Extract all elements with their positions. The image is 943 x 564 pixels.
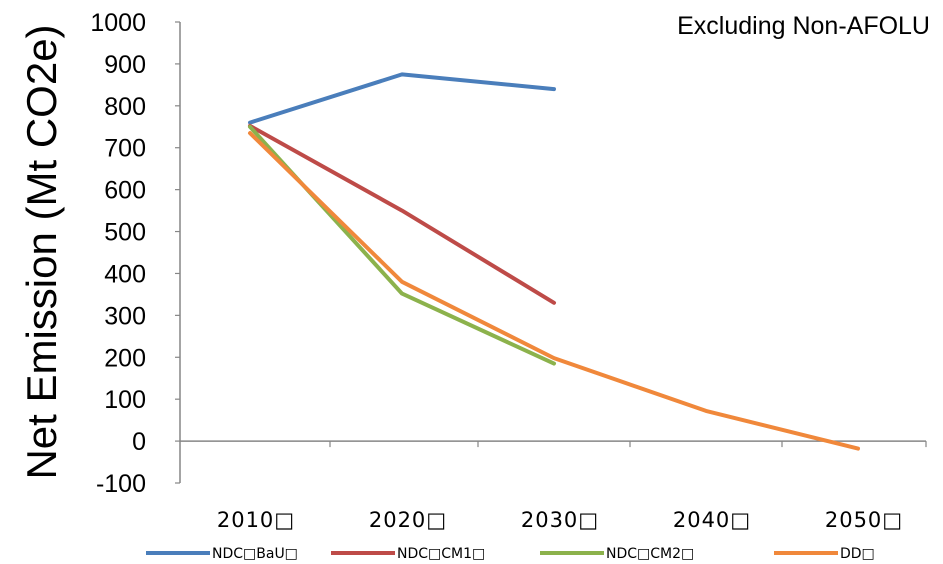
series-line-1: [248, 72, 556, 125]
legend-label: NDC□CM2□: [606, 546, 694, 562]
y-axis-title: Net Emission (Mt CO2e): [18, 24, 65, 479]
legend: NDC□BaU□ NDC□CM1□ NDC□CM2□ DD□: [146, 546, 875, 562]
y-tick-label: 0: [132, 428, 146, 456]
y-tick-label: -100: [96, 470, 146, 498]
legend-label: DD□: [840, 546, 875, 562]
legend-label: NDC□BaU□: [212, 546, 298, 562]
y-tick-label: 600: [104, 177, 146, 205]
series-lines: [248, 72, 860, 451]
chart-annotation: Excluding Non-AFOLU: [677, 12, 930, 40]
y-tick-label: 700: [104, 135, 146, 163]
y-tick-label: 1000: [90, 9, 146, 37]
y-tick-labels: -100 0 100 200 300 400 500 600 700 800 900 1000: [90, 9, 146, 498]
x-tick-label: 2020□: [369, 508, 447, 532]
x-tick-label: 2030□: [521, 508, 599, 532]
x-tick-label: 2050□: [825, 508, 903, 532]
y-tick-label: 500: [104, 219, 146, 247]
series-line-3: [248, 124, 556, 366]
x-tick-labels: 2010□ 2020□ 2030□ 2040□ 2050□: [217, 508, 903, 532]
legend-label: NDC□CM1□: [397, 546, 485, 562]
y-tick-label: 200: [104, 344, 146, 372]
y-tick-label: 900: [104, 51, 146, 79]
y-tick-label: 300: [104, 302, 146, 330]
y-tick-label: 800: [104, 93, 146, 121]
y-tick-label: 400: [104, 260, 146, 288]
y-tick-label: 100: [104, 386, 146, 414]
axes: [175, 21, 927, 484]
series-line-4: [248, 131, 860, 451]
series-line-2: [248, 123, 556, 305]
x-tick-label: 2040□: [673, 508, 751, 532]
x-tick-label: 2010□: [217, 508, 295, 532]
y-axis-label: Net Emission (Mt CO2e): [18, 24, 65, 479]
